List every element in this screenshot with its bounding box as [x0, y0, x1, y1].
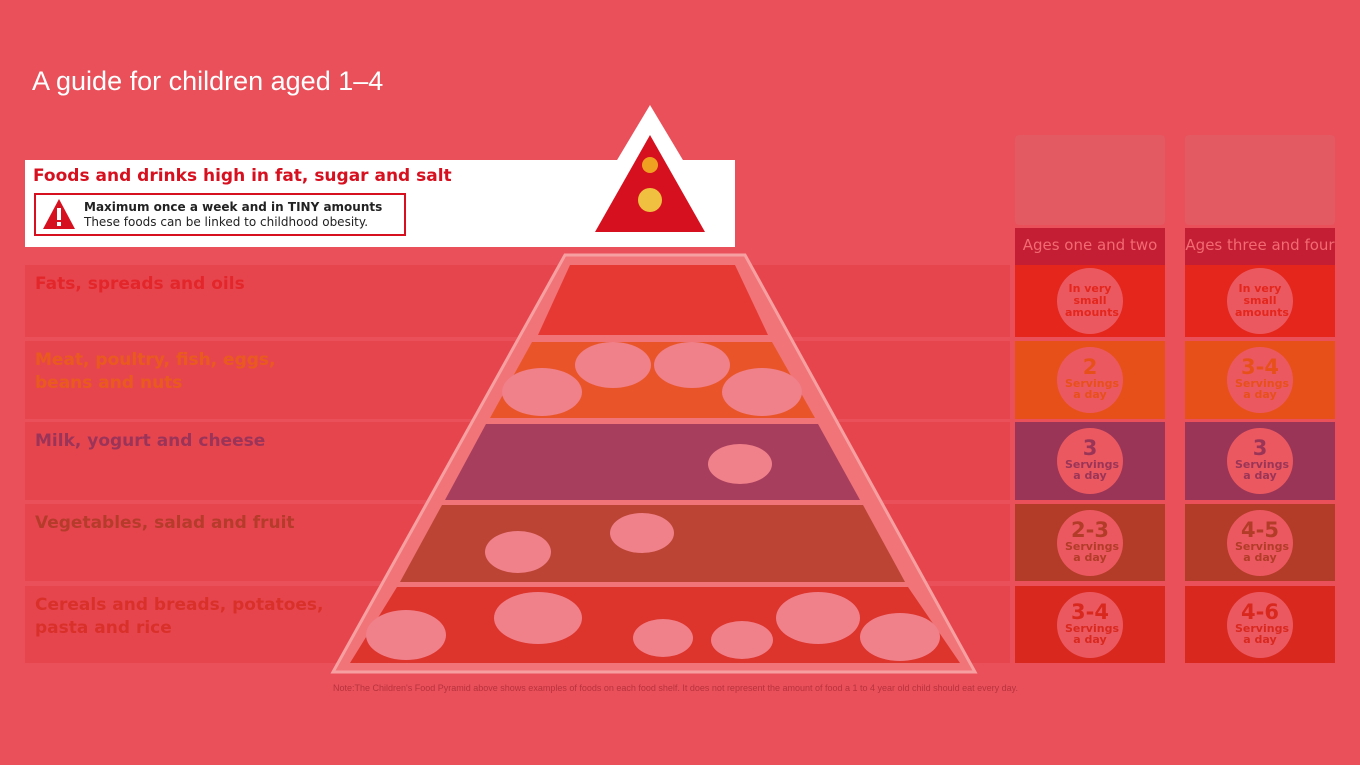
serving-cell: 3-4 Servings a day	[1185, 341, 1335, 419]
top-triangle-inner	[595, 135, 705, 232]
warning-text: These foods can be linked to childhood o…	[84, 215, 369, 229]
serving-text: In very small amounts	[1065, 282, 1119, 319]
serving-number: 2	[1082, 355, 1098, 379]
serving-circle: In very small amounts	[1227, 268, 1293, 334]
band-label: Milk, yogurt and cheese	[35, 431, 266, 451]
serving-cell: In very small amounts	[1185, 265, 1335, 337]
serving-circle: 3 Servings a day	[1057, 428, 1123, 494]
serving-text: Servings a day	[1065, 458, 1120, 482]
band-label: Vegetables, salad and fruit	[35, 513, 295, 533]
serving-text: Servings a day	[1235, 621, 1290, 646]
serving-cell: 2-3 Servings a day	[1015, 504, 1165, 581]
serving-circle: 4-5 Servings a day	[1227, 509, 1293, 576]
serving-circle: 3 Servings a day	[1227, 428, 1293, 494]
serving-circle: 3-4 Servings a day	[1227, 347, 1293, 413]
serving-circle: In very small amounts	[1057, 268, 1123, 334]
serving-cell: 3-4 Servings a day	[1015, 586, 1165, 663]
page-title: A guide for children aged 1–4	[32, 66, 384, 96]
serving-text: In very small amounts	[1235, 282, 1289, 319]
serving-number: 3	[1252, 436, 1268, 460]
column-header-ages-3-4: Ages three and four	[1185, 228, 1335, 265]
band-label: Cereals and breads, potatoes, pasta and …	[35, 595, 324, 638]
band-fats: Fats, spreads and oils	[25, 265, 1010, 337]
serving-circle: 4-6 Servings a day	[1227, 591, 1293, 658]
serving-number: 4-6	[1241, 599, 1279, 624]
serving-text: Servings a day	[1235, 458, 1290, 482]
serving-cell: 3 Servings a day	[1015, 422, 1165, 500]
footnote: Note:The Children's Food Pyramid above s…	[333, 683, 1018, 693]
food-bottle-icon	[642, 157, 658, 173]
column-header-ages-1-2: Ages one and two	[1015, 228, 1165, 265]
warning-triangle-icon	[43, 199, 75, 229]
top-shelf-heading: Foods and drinks high in fat, sugar and …	[33, 166, 452, 186]
serving-text: Servings a day	[1235, 377, 1290, 401]
serving-cell: In very small amounts	[1015, 265, 1165, 337]
serving-circle: 2-3 Servings a day	[1057, 509, 1123, 576]
warning-bold: Maximum once a week and in TINY amounts	[84, 200, 383, 214]
children-photo-1-2	[1015, 135, 1165, 225]
serving-number: 2-3	[1071, 517, 1109, 542]
band-label: Meat, poultry, fish, eggs, beans and nut…	[35, 350, 276, 393]
serving-text: Servings a day	[1065, 377, 1120, 401]
shelf-fats	[538, 265, 768, 335]
serving-cell: 4-6 Servings a day	[1185, 586, 1335, 663]
serving-cell: 2 Servings a day	[1015, 341, 1165, 419]
food-crisps-icon	[638, 188, 662, 212]
warning-box: Maximum once a week and in TINY amounts …	[34, 193, 406, 236]
band-label: Fats, spreads and oils	[35, 274, 245, 294]
serving-cell: 3 Servings a day	[1185, 422, 1335, 500]
children-photo-3-4	[1185, 135, 1335, 225]
food-plates	[366, 342, 940, 661]
serving-circle: 3-4 Servings a day	[1057, 591, 1123, 658]
serving-text: Servings a day	[1065, 539, 1120, 564]
serving-number: 3-4	[1241, 355, 1279, 379]
serving-text: Servings a day	[1065, 621, 1120, 646]
serving-number: 3	[1082, 436, 1098, 460]
serving-text: Servings a day	[1235, 539, 1290, 564]
serving-number: 4-5	[1241, 517, 1279, 542]
serving-circle: 2 Servings a day	[1057, 347, 1123, 413]
serving-number: 3-4	[1071, 599, 1109, 624]
serving-cell: 4-5 Servings a day	[1185, 504, 1335, 581]
shelf-milk	[445, 424, 860, 500]
